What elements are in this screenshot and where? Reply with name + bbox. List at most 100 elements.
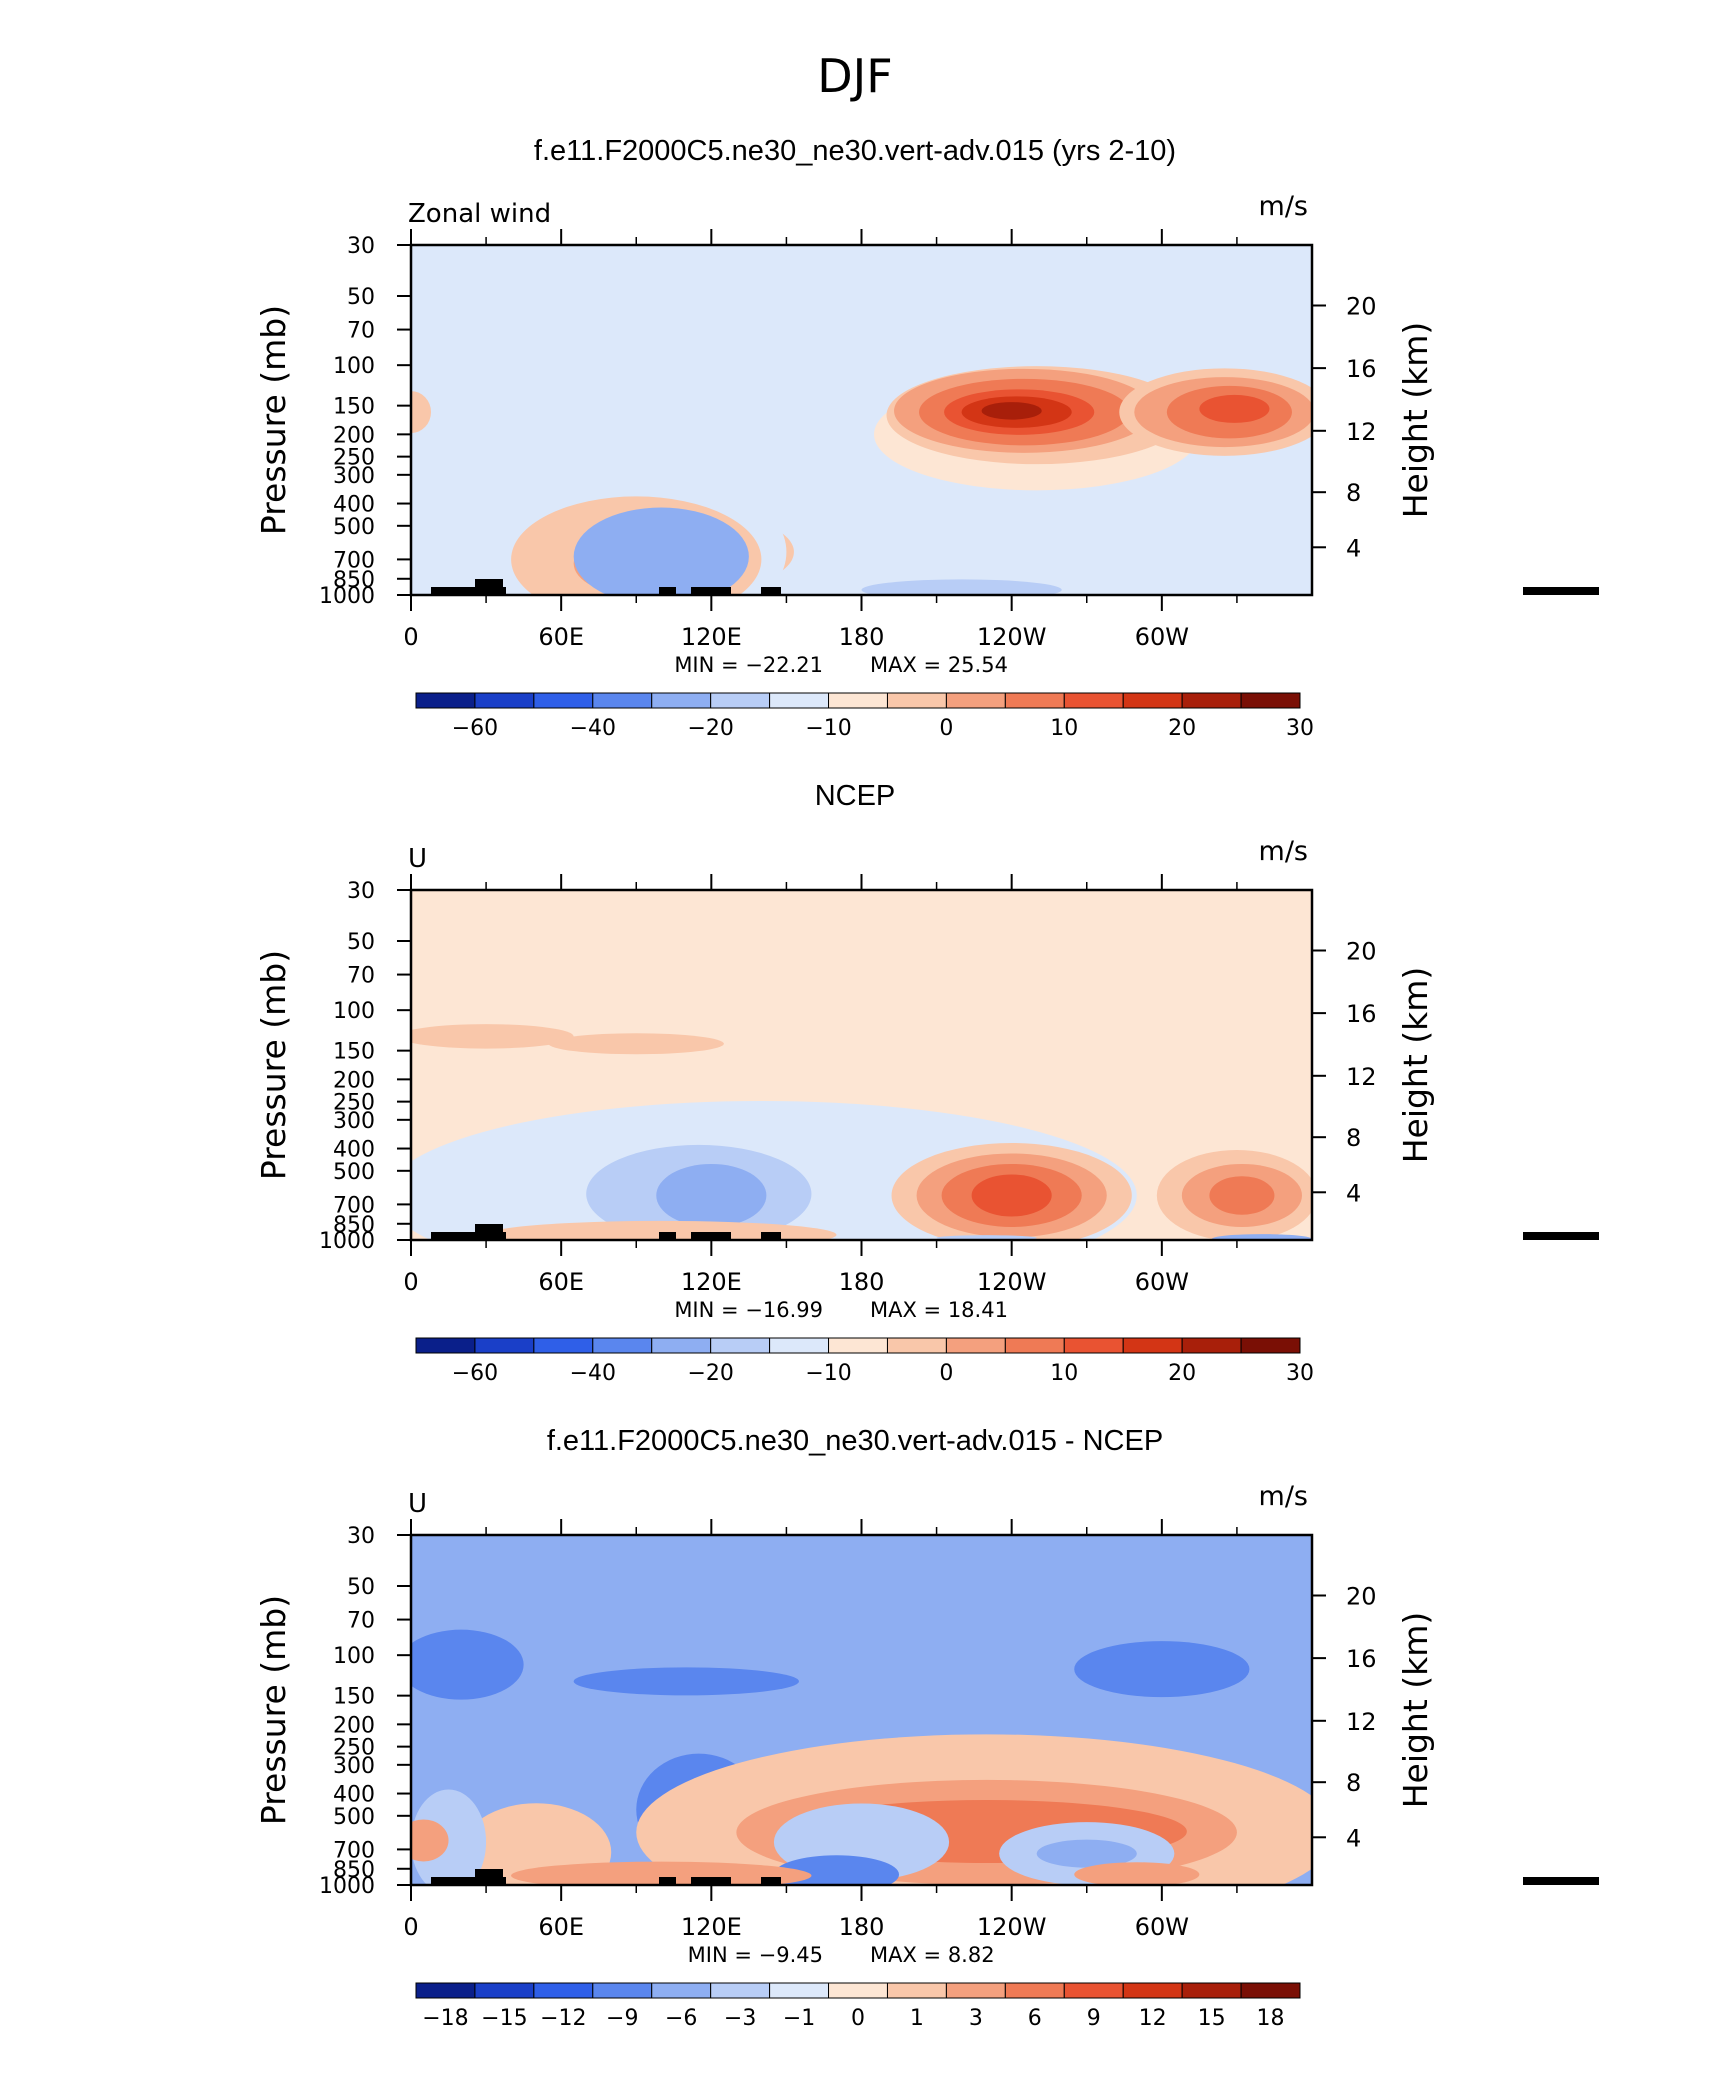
terrain-mask (761, 1877, 781, 1885)
x-tick-label: 60E (538, 1913, 584, 1941)
contour-region (573, 507, 749, 595)
y-axis-right-title: Height (km) (1396, 322, 1435, 519)
colorbar-swatch (710, 692, 771, 709)
x-tick-label: 120E (681, 623, 742, 651)
panel-left-label: Zonal wind (408, 199, 551, 229)
colorbar-swatch (945, 692, 1006, 709)
colorbar-label: −20 (687, 716, 733, 741)
y-axis-title: Pressure (mb) (254, 1595, 293, 1825)
y-tick-label: 50 (347, 930, 375, 955)
y-tick-label: 200 (333, 423, 375, 448)
x-tick-label: 0 (403, 1268, 418, 1296)
terrain-mask (659, 1232, 676, 1240)
x-tick-label: 180 (839, 1913, 885, 1941)
y-tick-label: 50 (347, 285, 375, 310)
y-axis-title: Pressure (mb) (254, 950, 293, 1180)
y-right-tick-label: 12 (1346, 1708, 1377, 1736)
y-right-tick-label: 12 (1346, 418, 1377, 446)
y-right-tick-label: 20 (1346, 1583, 1377, 1611)
y-tick-label: 200 (333, 1713, 375, 1738)
contour-region (411, 1024, 574, 1049)
contour-field (411, 890, 1312, 1240)
colorbar-swatch (769, 1982, 830, 1999)
colorbar-label: −6 (665, 2006, 697, 2031)
colorbar-label: −10 (805, 1361, 851, 1386)
contour-region (411, 1819, 449, 1862)
y-tick-label: 30 (347, 1524, 375, 1549)
y-tick-label: 30 (347, 879, 375, 904)
y-right-tick-label: 4 (1346, 1179, 1361, 1207)
colorbar-swatch (945, 1337, 1006, 1354)
y-tick-label: 150 (333, 1685, 375, 1710)
y-axis-right-title: Height (km) (1396, 1612, 1435, 1809)
panel-title: NCEP (815, 780, 896, 812)
colorbar-label: 3 (969, 2006, 983, 2031)
colorbar-swatch (1240, 1982, 1301, 1999)
y-tick-label: 500 (333, 1160, 375, 1185)
terrain-mask (431, 587, 491, 595)
colorbar-label: 30 (1286, 1361, 1314, 1386)
colorbar-swatch (1122, 1982, 1183, 1999)
colorbar-label: −20 (687, 1361, 733, 1386)
chart-panel-3: f.e11.F2000C5.ne30_ne30.vert-adv.015 - N… (254, 1425, 1599, 2031)
y-right-tick-label: 8 (1346, 1769, 1361, 1797)
contour-region (573, 1667, 799, 1696)
y-right-tick-label: 4 (1346, 534, 1361, 562)
y-right-tick-label: 16 (1346, 1645, 1377, 1673)
colorbar-label: 12 (1139, 2006, 1167, 2031)
terrain-mask (691, 1232, 731, 1240)
colorbar-label: −40 (570, 716, 616, 741)
colorbar-swatch (1122, 1337, 1183, 1354)
colorbar-swatch (828, 692, 888, 709)
colorbar-label: 6 (1028, 2006, 1042, 2031)
y-right-tick-label: 12 (1346, 1063, 1377, 1091)
colorbar-label: −15 (481, 2006, 527, 2031)
colorbar-swatch (769, 692, 830, 709)
panel-left-label: U (408, 844, 427, 874)
x-tick-label: 60W (1135, 1268, 1189, 1296)
chart-panel-1: f.e11.F2000C5.ne30_ne30.vert-adv.015 (yr… (254, 135, 1599, 741)
y-tick-label: 250 (333, 1736, 375, 1761)
colorbar-label: −60 (452, 716, 498, 741)
colorbar-label: −18 (422, 2006, 468, 2031)
contour-region (486, 1220, 837, 1240)
colorbar-swatch (1181, 1982, 1242, 1999)
colorbar-swatch (945, 1982, 1006, 1999)
contour-region (1074, 1862, 1200, 1885)
contour-region (656, 1163, 767, 1227)
x-tick-label: 60W (1135, 623, 1189, 651)
x-tick-label: 60E (538, 1268, 584, 1296)
colorbar-swatch (1063, 1337, 1124, 1354)
colorbar-swatch (651, 692, 712, 709)
y-tick-label: 30 (347, 234, 375, 259)
x-tick-label: 120W (977, 1268, 1047, 1296)
colorbar-label: 10 (1050, 716, 1078, 741)
contour-region (861, 579, 1062, 595)
colorbar-swatch (533, 1982, 594, 1999)
colorbar-label: −12 (540, 2006, 586, 2031)
terrain-mask (761, 1232, 781, 1240)
x-tick-label: 120E (681, 1268, 742, 1296)
colorbar-label: 20 (1168, 1361, 1196, 1386)
colorbar-swatch (886, 1982, 947, 1999)
y-right-tick-label: 8 (1346, 1124, 1361, 1152)
colorbar-swatch (651, 1337, 712, 1354)
y-axis-right-title: Height (km) (1396, 967, 1435, 1164)
colorbar-swatch (1181, 692, 1242, 709)
terrain-mask (431, 1877, 491, 1885)
contour-region (1074, 1641, 1250, 1698)
colorbar-label: 0 (851, 2006, 865, 2031)
contour-region (981, 402, 1042, 420)
x-tick-label: 0 (403, 1913, 418, 1941)
y-tick-label: 850 (333, 1213, 375, 1238)
x-tick-label: 180 (839, 623, 885, 651)
terrain-mask (431, 1232, 491, 1240)
contour-region (411, 1789, 487, 1885)
colorbar-label: 15 (1198, 2006, 1226, 2031)
y-tick-label: 200 (333, 1068, 375, 1093)
x-tick-label: 60E (538, 623, 584, 651)
y-tick-label: 400 (333, 1783, 375, 1808)
max-value: MAX = 25.54 (870, 653, 1008, 677)
